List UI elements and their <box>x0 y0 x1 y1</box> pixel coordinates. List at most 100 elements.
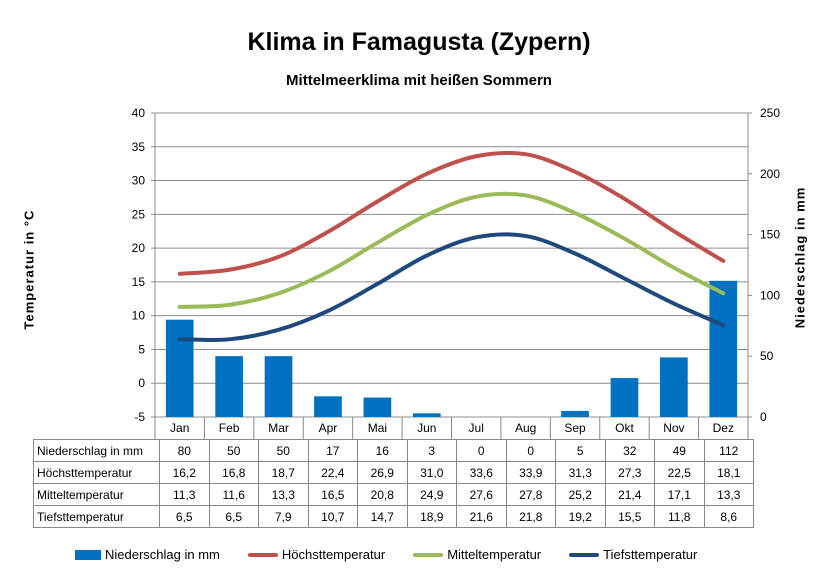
legend-label: Mitteltemperatur <box>447 547 542 562</box>
legend-swatch <box>569 552 600 557</box>
x-tick-label: Aug <box>515 421 536 435</box>
line-hoechsttemperatur <box>177 150 726 276</box>
x-tick-label: Jan <box>170 421 189 435</box>
table-cell: 16,2 <box>159 461 210 484</box>
table-cell: 80 <box>159 439 210 462</box>
line-mitteltemperatur <box>177 191 726 309</box>
table-cell: 22,5 <box>654 461 705 484</box>
table-cell: 11,8 <box>654 505 705 528</box>
legend-label: Höchsttemperatur <box>281 547 386 562</box>
table-cell: 31,3 <box>555 461 606 484</box>
table-cell: 50 <box>208 439 259 462</box>
data-table: Niederschlag in mm 80 50 50 17 16 3 0 0 5 32 49 112 H… <box>33 439 754 528</box>
bar-mai <box>363 397 392 417</box>
legend-label: Tiefsttemperatur <box>603 547 698 562</box>
bar-apr <box>314 396 342 417</box>
legend-swatch <box>413 552 444 557</box>
row-label: Mitteltemperatur <box>33 483 160 506</box>
y-left-tick-label: 10 <box>132 309 146 323</box>
chart-subtitle: Mittelmeerklima mit heißen Sommern <box>286 72 552 89</box>
table-cell: 26,9 <box>357 461 408 484</box>
y-left-tick-label: 0 <box>138 376 145 390</box>
y-right-tick-label: 0 <box>760 410 767 424</box>
table-row: Tiefsttemperatur 6,5 6,5 7,9 10,7 14,7 18,9 21,… <box>33 505 754 528</box>
y-left-tick-label: 30 <box>132 174 146 188</box>
y-axis-left-label: Temperatur in °C <box>21 209 37 330</box>
table-cell: 24,9 <box>406 483 457 506</box>
table-cell: 17,1 <box>654 483 705 506</box>
table-cell: 20,8 <box>357 483 408 506</box>
y-left-tick-label: 25 <box>132 207 146 221</box>
legend-item: Tiefsttemperatur <box>569 547 697 562</box>
table-cell: 3 <box>406 439 457 462</box>
legend-label: Niederschlag in mm <box>105 547 220 562</box>
bar-feb <box>215 356 243 417</box>
table-row: Mitteltemperatur 11,3 11,6 13,3 16,5 20,8 24,9… <box>33 483 754 506</box>
legend-item: Höchsttemperatur <box>247 547 386 562</box>
table-cell: 5 <box>555 439 606 462</box>
x-tick-label: Feb <box>219 421 240 435</box>
table-cell: 6,5 <box>208 505 259 528</box>
table-cell: 0 <box>456 439 507 462</box>
table-cell: 33,9 <box>505 461 556 484</box>
table-cell: 8,6 <box>703 505 754 528</box>
bar-sep <box>561 410 589 417</box>
table-cell: 17 <box>307 439 358 462</box>
x-tick-label: Apr <box>319 421 338 435</box>
table-cell: 27,8 <box>505 483 556 506</box>
table-cell: 11,6 <box>208 483 259 506</box>
line-tiefsttemperatur <box>177 232 726 343</box>
table-row: Niederschlag in mm 80 50 50 17 16 3 0 0 5 32 49 112 <box>33 439 754 462</box>
y-left-tick-label: 20 <box>132 241 146 255</box>
row-label: Tiefsttemperatur <box>33 505 160 528</box>
y-left-tick-label: 15 <box>132 275 146 289</box>
row-label: Niederschlag in mm <box>33 439 160 462</box>
table-cell: 21,8 <box>505 505 556 528</box>
table-row: Höchsttemperatur 16,2 16,8 18,7 22,4 26,9 31,0… <box>33 461 754 484</box>
row-label: Höchsttemperatur <box>33 461 160 484</box>
legend-item: Mitteltemperatur <box>413 547 541 562</box>
table-cell: 27,6 <box>456 483 507 506</box>
y-right-tick-label: 150 <box>760 228 780 242</box>
bar-nov <box>660 357 688 417</box>
table-cell: 49 <box>654 439 705 462</box>
y-left-tick-label: 35 <box>132 140 146 154</box>
legend: Niederschlag in mm Höchsttemperatur Mittel… <box>75 547 725 562</box>
y-right-tick-label: 50 <box>760 349 774 363</box>
chart-title: Klima in Famagusta (Zypern) <box>247 28 591 56</box>
x-tick-label: Nov <box>663 421 684 435</box>
y-left-tick-label: 40 <box>132 106 146 120</box>
table-cell: 7,9 <box>258 505 309 528</box>
table-cell: 21,4 <box>604 483 655 506</box>
y-left-tick-label: -5 <box>134 410 145 424</box>
x-tick-label: Jun <box>417 421 436 435</box>
x-tick-label: Sep <box>564 421 586 435</box>
x-tick-label: Dez <box>713 421 734 435</box>
bar-jun <box>412 413 441 417</box>
table-cell: 19,2 <box>555 505 606 528</box>
table-cell: 14,7 <box>357 505 408 528</box>
table-cell: 25,2 <box>555 483 606 506</box>
table-cell: 32 <box>604 439 655 462</box>
y-right-tick-label: 200 <box>760 167 780 181</box>
table-cell: 22,4 <box>307 461 358 484</box>
bar-mar <box>264 356 293 417</box>
table-cell: 27,3 <box>604 461 655 484</box>
legend-swatch <box>247 552 278 557</box>
x-tick-label: Mar <box>268 421 289 435</box>
table-cell: 18,1 <box>703 461 754 484</box>
y-right-tick-label: 100 <box>760 288 780 302</box>
table-cell: 10,7 <box>307 505 358 528</box>
y-axis-right-label: Niederschlag in mm <box>792 186 808 329</box>
table-cell: 0 <box>505 439 556 462</box>
x-tick-label: Mai <box>368 421 387 435</box>
table-cell: 50 <box>258 439 309 462</box>
table-cell: 16,8 <box>208 461 259 484</box>
y-left-tick-label: 5 <box>138 342 145 356</box>
table-cell: 18,7 <box>258 461 309 484</box>
bar-jan <box>165 319 194 417</box>
table-cell: 18,9 <box>406 505 457 528</box>
table-cell: 16 <box>357 439 408 462</box>
table-cell: 31,0 <box>406 461 457 484</box>
table-cell: 11,3 <box>159 483 210 506</box>
